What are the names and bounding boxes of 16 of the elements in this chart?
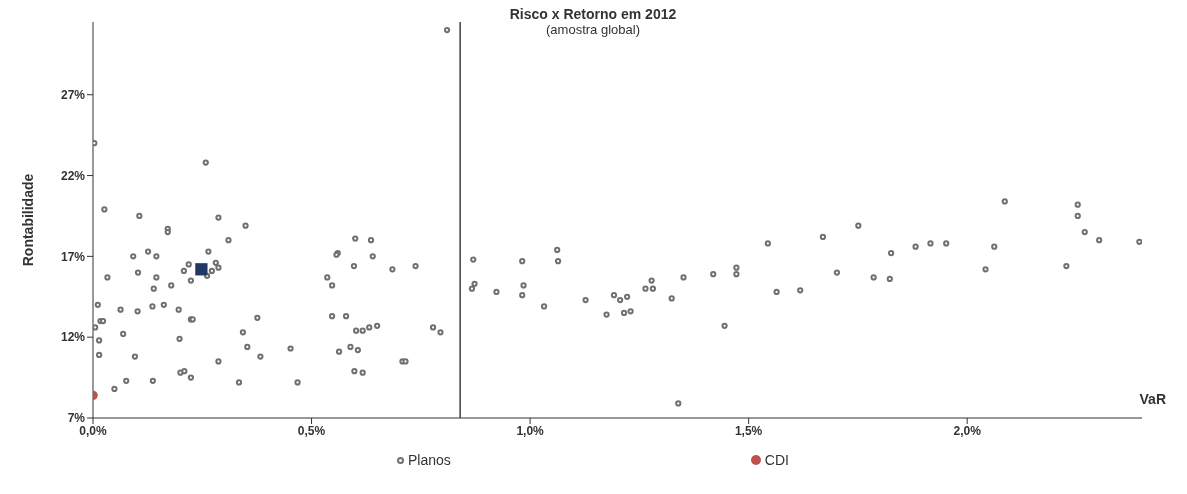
chart-title: Risco x Retorno em 2012 — [508, 6, 678, 22]
legend-label: Planos — [407, 452, 451, 468]
y-tick-label: 22% — [60, 168, 86, 183]
y-tick-label: 27% — [60, 87, 86, 102]
x-tick-label: 1,0% — [516, 423, 545, 438]
legend-label: CDI — [763, 452, 789, 468]
chart-subtitle: (amostra global) — [545, 22, 641, 37]
y-tick-label: 12% — [60, 330, 86, 345]
x-tick-label: 2,0% — [953, 423, 982, 438]
x-tick-label: 0,5% — [297, 423, 326, 438]
x-tick-label: 0,0% — [79, 423, 107, 438]
x-axis-title: VaR — [1139, 390, 1166, 407]
y-tick-label: 17% — [60, 249, 86, 264]
y-axis-title: Rontabilidade — [19, 173, 36, 267]
y-tick-label: 7% — [67, 411, 86, 426]
x-tick-label: 1,5% — [734, 423, 763, 438]
